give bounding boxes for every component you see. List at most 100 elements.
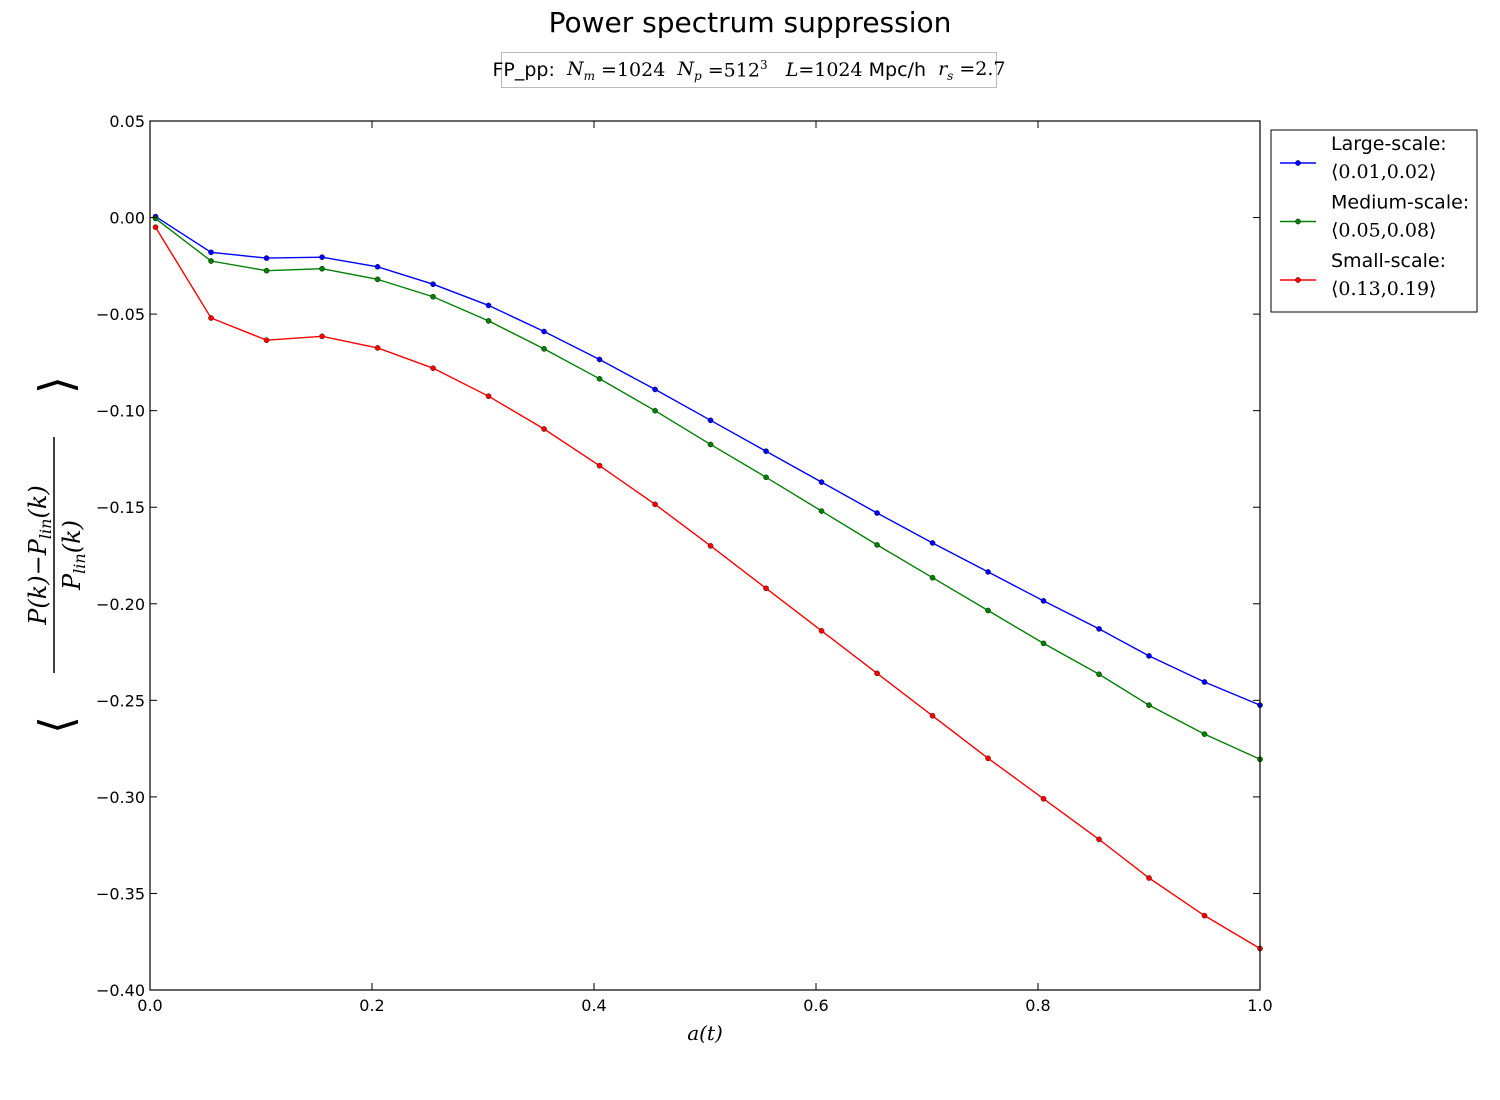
data-point-large-scale — [652, 386, 658, 393]
x-tick-label: 1.0 — [1247, 996, 1272, 1015]
data-point-medium-scale — [763, 474, 769, 481]
x-tick-label: 0.2 — [359, 996, 384, 1015]
legend-marker-medium-scale — [1295, 218, 1301, 225]
data-point-small-scale — [929, 712, 936, 719]
data-point-large-scale — [1096, 626, 1102, 632]
data-point-large-scale — [707, 417, 714, 424]
data-point-small-scale — [1146, 875, 1152, 881]
y-tick-label: −0.20 — [96, 595, 145, 614]
data-point-medium-scale — [208, 258, 214, 264]
y-axis-label: ⟨ P(k)−Plin(k) Plin(k) ⟩ — [24, 376, 89, 734]
legend-label-small-scale: Small-scale: — [1331, 250, 1446, 272]
data-point-small-scale — [818, 628, 825, 634]
plot-frame — [149, 120, 1261, 991]
subtitle-units: Mpc/h — [862, 59, 939, 81]
data-point-small-scale — [985, 755, 991, 762]
data-point-large-scale — [1201, 679, 1208, 685]
chart-title: Power spectrum suppression — [548, 6, 952, 39]
data-point-medium-scale — [596, 376, 603, 382]
series-line-medium-scale — [155, 217, 1261, 760]
chart-subtitle: FP_pp: Nm =1024 Np =5123 L=1024 Mpc/h rs… — [492, 52, 1006, 88]
data-point-medium-scale — [263, 267, 270, 274]
data-point-small-scale — [430, 365, 436, 371]
subtitle-np-value: =5123 — [701, 58, 768, 82]
subtitle-nm-value: =1024 — [594, 59, 678, 81]
legend-label-medium-scale: Medium-scale: — [1331, 192, 1469, 214]
y-tick-label: −0.35 — [96, 884, 145, 903]
data-point-small-scale — [319, 333, 325, 340]
x-tick-label: 0.6 — [803, 996, 828, 1015]
data-point-small-scale — [263, 337, 270, 343]
data-point-small-scale — [208, 315, 214, 321]
data-point-medium-scale — [874, 542, 880, 548]
y-tick-label: −0.05 — [96, 305, 145, 324]
data-point-medium-scale — [707, 441, 714, 448]
legend-range-large-scale: ⟨0.01,0.02⟩ — [1331, 161, 1436, 183]
data-point-small-scale — [1040, 796, 1047, 802]
data-point-medium-scale — [818, 508, 825, 514]
data-point-small-scale — [652, 501, 658, 508]
subtitle-l: L=1024 — [785, 59, 863, 81]
series-layer — [152, 213, 1263, 952]
data-point-medium-scale — [652, 407, 658, 414]
data-point-medium-scale — [1201, 731, 1208, 737]
data-point-medium-scale — [541, 346, 547, 352]
data-point-large-scale — [541, 328, 547, 335]
y-label-bracket-left: ⟨ — [29, 716, 83, 734]
data-point-medium-scale — [1040, 640, 1047, 647]
x-tick-label: 0.4 — [581, 996, 606, 1015]
data-point-medium-scale — [929, 574, 936, 581]
subtitle-prefix: FP_pp: — [492, 59, 567, 81]
data-point-medium-scale — [152, 215, 159, 222]
y-tick-label: −0.30 — [96, 788, 145, 807]
data-point-large-scale — [985, 569, 991, 575]
data-point-small-scale — [152, 224, 159, 231]
data-point-medium-scale — [985, 607, 991, 614]
data-point-large-scale — [763, 448, 769, 455]
legend-marker-small-scale — [1295, 277, 1301, 283]
legend-range-small-scale: ⟨0.13,0.19⟩ — [1331, 278, 1436, 300]
subtitle-nm: Nm — [566, 57, 595, 83]
data-point-small-scale — [707, 543, 714, 549]
data-point-large-scale — [319, 254, 325, 260]
data-point-medium-scale — [1096, 671, 1102, 678]
data-point-small-scale — [763, 585, 769, 592]
data-point-medium-scale — [430, 293, 436, 300]
data-point-large-scale — [818, 479, 825, 485]
data-point-large-scale — [874, 510, 880, 516]
data-point-small-scale — [485, 393, 492, 399]
y-tick-label: −0.15 — [96, 498, 145, 517]
data-point-large-scale — [929, 540, 936, 546]
data-point-large-scale — [485, 302, 492, 309]
data-point-medium-scale — [319, 265, 325, 272]
data-point-large-scale — [1040, 598, 1047, 604]
data-point-large-scale — [374, 263, 381, 270]
y-label-bracket-right: ⟩ — [29, 376, 83, 394]
data-point-medium-scale — [485, 318, 492, 324]
data-point-large-scale — [1146, 653, 1152, 659]
data-point-large-scale — [263, 255, 270, 261]
y-tick-label: 0.00 — [109, 209, 145, 228]
legend-marker-large-scale — [1295, 160, 1301, 166]
data-point-small-scale — [1201, 912, 1208, 919]
series-line-large-scale — [155, 216, 1261, 706]
y-label-numerator: P(k)−Plin(k) — [24, 485, 55, 626]
data-point-large-scale — [430, 281, 436, 287]
data-point-small-scale — [596, 462, 603, 469]
axes-layer: 0.0 0.2 0.4 0.6 0.8 1.0 0.05 0.00 −0.05 −0.10 −0.1… — [96, 112, 1273, 1015]
y-tick-label: −0.40 — [96, 981, 145, 1000]
subtitle-np: Np — [677, 57, 702, 83]
y-tick-label: −0.10 — [96, 402, 145, 421]
data-point-small-scale — [541, 426, 547, 432]
data-point-small-scale — [374, 345, 381, 351]
data-point-large-scale — [208, 249, 214, 256]
y-tick-label: −0.25 — [96, 691, 145, 710]
y-label-denominator: Plin(k) — [58, 520, 89, 591]
legend-range-medium-scale: ⟨0.05,0.08⟩ — [1331, 220, 1436, 242]
x-tick-label: 0.8 — [1025, 996, 1050, 1015]
data-point-large-scale — [596, 356, 603, 363]
x-axis-label: a(t) — [687, 1021, 723, 1045]
legend: Large-scale: ⟨0.01,0.02⟩ Medium-scale: ⟨0.0… — [1270, 129, 1478, 313]
data-point-medium-scale — [1146, 702, 1152, 708]
